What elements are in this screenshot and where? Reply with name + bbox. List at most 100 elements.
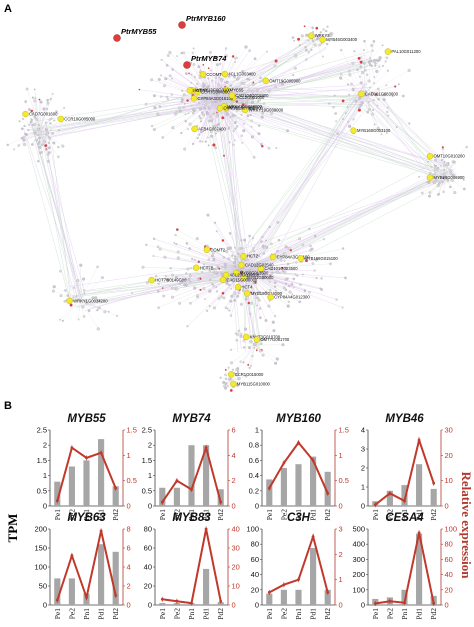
right-tick-label: 3 (339, 525, 343, 534)
left-tick-label: 2.5 (37, 426, 47, 435)
gene-node-label: COMT2 (210, 247, 225, 252)
right-tick-label: 1 (339, 575, 343, 584)
gene-node (228, 92, 236, 99)
gene-node-label: WRKY19G039000 (249, 107, 284, 112)
category-label: Pe2 (67, 608, 76, 620)
relative-expression-point (160, 597, 164, 601)
gene-node (222, 86, 230, 94)
category-label: Pe1 (53, 509, 62, 521)
relative-expression-point (219, 500, 223, 504)
right-tick-label: 20 (232, 563, 240, 572)
gene-node-label: MYB28G006900 (434, 175, 466, 180)
left-tick-label: 200 (352, 570, 365, 579)
gene-node (242, 333, 250, 341)
category-label: Pn1 (187, 608, 196, 620)
category-label: Pn1 (187, 509, 196, 521)
left-tick-label: 0.6 (249, 456, 259, 465)
tpm-bar (173, 487, 180, 506)
relative-expression-point (204, 527, 208, 531)
category-label: Pn1 (400, 608, 409, 620)
relative-expression-point (99, 529, 103, 533)
chart-title: MYB63 (67, 512, 106, 524)
gene-node-label: WRKY13G0G0100 (196, 88, 232, 93)
gene-node-label: AFB4G007400 (198, 126, 226, 131)
category-label: Pd2 (429, 509, 438, 521)
tpm-bar (401, 485, 408, 506)
chart-title: CESA4 (385, 512, 424, 524)
gene-node (269, 253, 277, 261)
relative-expression-point (326, 590, 330, 594)
gene-node (308, 32, 315, 39)
panel-b-label: B (4, 400, 12, 412)
chart-cesa4: CESA4 0 100 200 300 400 500 0 20 40 60 80 100 Pe1 Pe2 P… (352, 512, 457, 620)
left-tick-label: 20 (144, 582, 152, 591)
tpm-bar (430, 488, 437, 506)
tpm-bar (280, 589, 287, 605)
left-tick-label: 500 (352, 525, 365, 534)
category-label: Pd1 (202, 509, 211, 521)
left-tick-label: 1 (255, 426, 259, 435)
relative-expression-point (282, 461, 286, 465)
category-label: Pd1 (309, 509, 318, 521)
left-tick-label: 0 (43, 601, 47, 610)
left-tick-label: 2.5 (142, 426, 152, 435)
right-tick-label: 60 (445, 555, 453, 564)
right-tick-label: 1.5 (339, 426, 349, 435)
gene-node-label: 4CL20G004000 (230, 273, 260, 278)
right-tick-label: 1 (339, 451, 343, 460)
category-label: Pe1 (53, 608, 62, 620)
gene-node (232, 269, 240, 277)
relative-expression-point (297, 441, 300, 445)
gene-node-label: CAD7G001600 (29, 112, 58, 117)
gene-node (221, 70, 229, 78)
relative-expression-point (55, 499, 59, 503)
left-tick-label: 2 (361, 464, 365, 473)
gene-node (253, 336, 261, 343)
gene-node (240, 252, 247, 260)
category-label: Pd1 (415, 509, 424, 521)
left-tick-label: 0 (361, 601, 365, 610)
gene-node-label: CYP84A3G016100 (198, 96, 234, 101)
tpm-bar (159, 603, 166, 605)
gene-node (190, 95, 198, 102)
gene-node (319, 36, 326, 43)
gene-node-label: CAD101G083600 (365, 91, 399, 96)
relative-expression-point (160, 500, 164, 504)
gene-node-label: CCR7G004000 (201, 90, 230, 95)
gene-node (426, 174, 434, 181)
relative-expression-point (326, 491, 330, 495)
gene-node-label: HCT2 (247, 254, 259, 259)
left-tick-label: 80 (144, 525, 152, 534)
gene-node (199, 71, 207, 78)
left-tick-label: 4 (361, 426, 365, 435)
right-tick-label: 100 (445, 525, 458, 534)
gene-node-label: MYB6G013500 (240, 271, 269, 276)
right-tick-label: 6 (232, 426, 236, 435)
left-axis-label: TPM (5, 514, 20, 543)
panel-a-label: A (4, 3, 12, 15)
right-tick-label: 0.5 (339, 476, 349, 485)
right-tick-label: 2 (339, 550, 343, 559)
gene-node (350, 127, 357, 134)
tpm-bar (112, 486, 119, 506)
gene-node (358, 90, 365, 98)
tpm-bar (310, 548, 317, 605)
tpm-bar (280, 468, 287, 506)
gene-node-label: OMT7G081700 (260, 337, 290, 342)
gene-node-label: HCT4 (242, 285, 254, 290)
gene-node (186, 87, 194, 94)
right-tick-label: 0 (339, 601, 343, 610)
gene-node-label: MYB168G015100 (304, 256, 338, 261)
gene-node (203, 246, 211, 254)
left-tick-label: 40 (251, 570, 259, 579)
left-tick-label: 0.5 (37, 486, 47, 495)
chart-myb63: MYB63 0 50 100 150 200 0 2 4 6 8 Pe1 Pe2 Pn1 Pd1 Pd2 (34, 512, 130, 620)
relative-expression-point (417, 531, 421, 535)
gene-node-label: 4CL1G003400 (228, 72, 256, 77)
left-tick-label: 0 (361, 502, 365, 511)
network-edges (7, 26, 467, 391)
category-label: Pd1 (309, 608, 318, 620)
gene-node (192, 264, 200, 271)
category-label: Pd1 (97, 608, 106, 620)
